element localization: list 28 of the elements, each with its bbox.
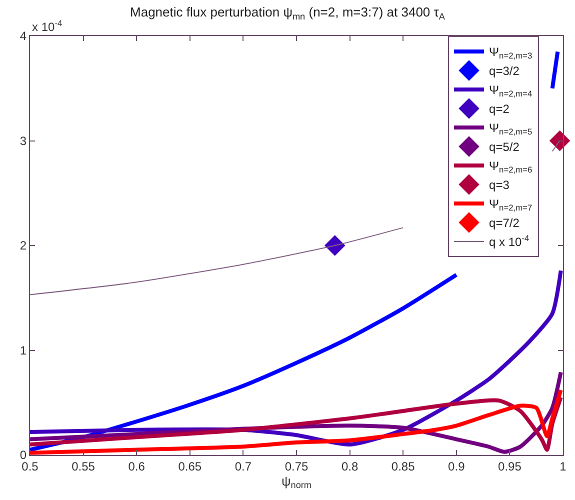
x-tick-label: 0.65	[178, 459, 202, 474]
x-tick-label: 0.6	[128, 459, 146, 474]
legend-label: Ψ$_{n=2,m=5}$	[489, 121, 532, 137]
legend-label: q=7/2	[489, 216, 520, 230]
chart-title: Magnetic flux perturbation ψ$_{mn}$ (n=2, m=3:7) at 3400 τ$_{A}$	[130, 4, 446, 22]
text: x 10$^{-4}$	[32, 18, 62, 34]
legend-label: q x 10$^{-4}$	[489, 233, 530, 250]
x-axis-title: ψ$_{norm}$	[282, 473, 312, 490]
x-tick-label: 0.85	[391, 459, 416, 474]
legend-label: Ψ$_{n=2,m=3}$	[489, 45, 532, 61]
y-tick-label: 1	[20, 343, 27, 358]
x-tick-label: 0.75	[284, 459, 308, 474]
legend-label: q=5/2	[489, 140, 520, 154]
x-tick-label: 0.55	[72, 459, 96, 474]
legend-label: Ψ$_{n=2,m=6}$	[489, 159, 532, 175]
x-tick-label: 1	[560, 459, 567, 474]
legend-label: Ψ$_{n=2,m=7}$	[489, 197, 532, 213]
y-tick-label: 2	[20, 238, 27, 253]
y-tick-label: 3	[20, 134, 27, 148]
x-tick-label: 0.7	[234, 459, 252, 474]
legend-label: Ψ$_{n=2,m=4}$	[489, 83, 532, 99]
x-tick-label: 0.8	[341, 459, 358, 474]
legend-label: q=3/2	[489, 64, 520, 78]
x-tick-label: 0.9	[448, 459, 466, 474]
legend-label: q=3	[489, 178, 510, 192]
x-tick-label: 0.95	[498, 459, 522, 474]
legend-label: q=2	[489, 102, 510, 116]
y-tick-label: 4	[20, 29, 27, 44]
